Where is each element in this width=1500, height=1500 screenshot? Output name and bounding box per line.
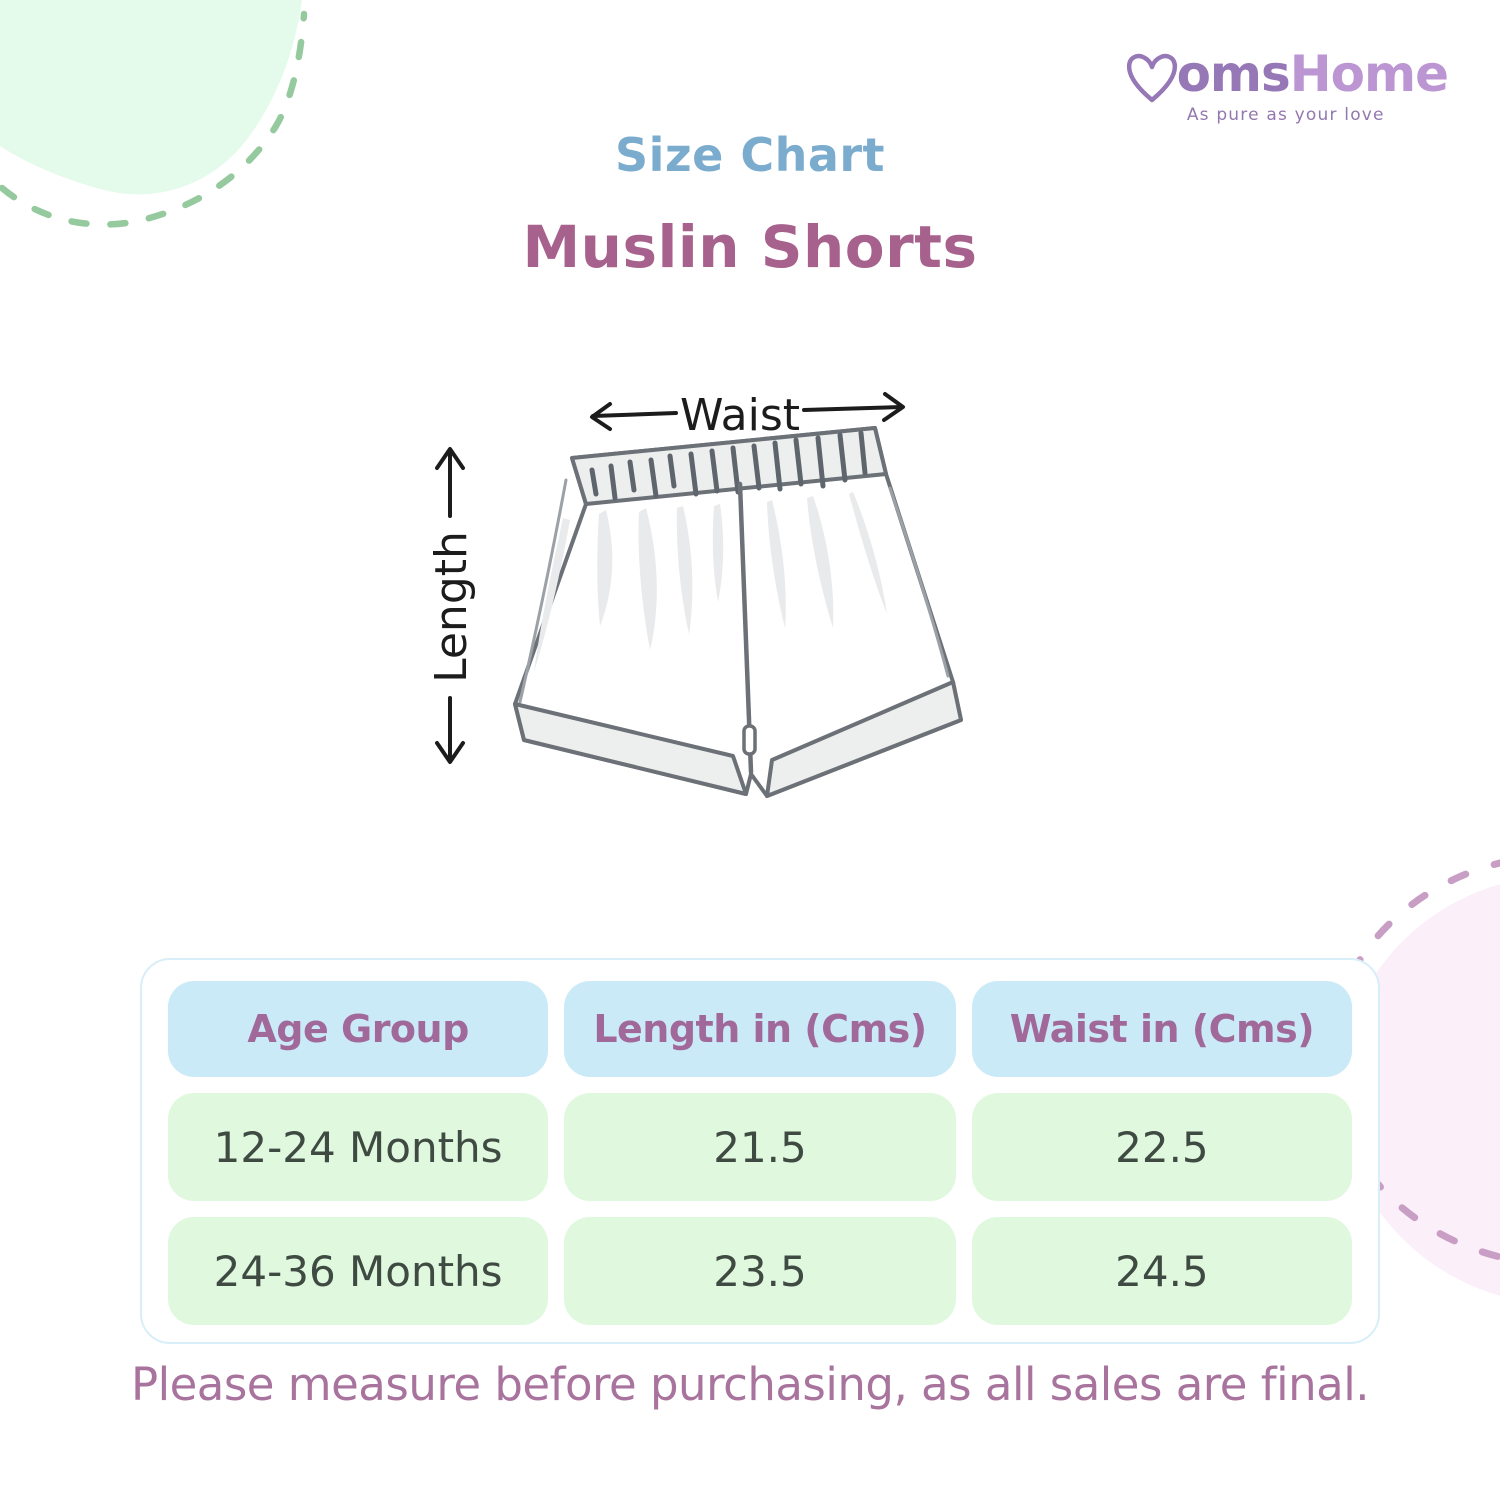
shorts-sketch [513,426,963,798]
brand-tagline: As pure as your love [1186,105,1385,125]
brand-name-moms: oms [1176,45,1291,103]
brand-wordmark: oms Home [1124,45,1449,103]
waistband-gathers [589,430,868,501]
right-hem-cuff [765,680,963,798]
waistband [570,426,888,506]
table-cell-age-row1: 12-24 Months [168,1093,549,1201]
table-cell-age-row2: 24-36 Months [168,1217,549,1325]
waist-arrow [590,392,905,431]
table-header-waist: Waist in (Cms) [971,981,1352,1077]
green-dashed-curve [0,10,308,228]
length-arrow [435,447,465,764]
seam-tab [742,724,757,756]
table-cell-length-row1: 21.5 [564,1093,956,1201]
heart-icon [1126,53,1177,103]
length-label: Length [426,531,477,683]
brand-logo: oms Home As pure as your love [1124,45,1449,125]
wrinkle-shading [534,492,887,672]
waist-label: Waist [680,390,800,441]
table-cell-waist-row1: 22.5 [971,1093,1352,1201]
shorts-measurement-diagram: Waist Length [426,390,963,798]
left-hem-cuff [513,702,748,796]
brand-name-home: Home [1289,45,1449,103]
center-seam [737,481,754,775]
disclaimer-note: Please measure before purchasing, as all… [130,1358,1370,1411]
page-title: Size Chart [614,128,886,182]
product-title: Muslin Shorts [522,213,978,281]
size-table-card: Age Group Length in (Cms) Waist in (Cms)… [140,958,1380,1344]
size-table: Age Group Length in (Cms) Waist in (Cms)… [168,981,1352,1325]
table-header-length: Length in (Cms) [564,981,956,1077]
table-header-age-group: Age Group [168,981,549,1077]
table-cell-length-row2: 23.5 [564,1217,956,1325]
table-cell-waist-row2: 24.5 [971,1217,1352,1325]
